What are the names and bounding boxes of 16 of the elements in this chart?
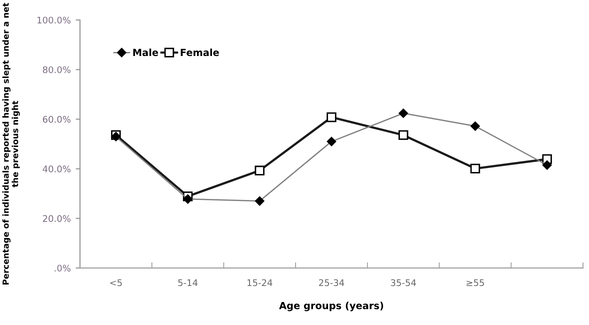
x-tick-label: 25-34 <box>319 279 344 286</box>
legend-label: Male <box>133 48 158 56</box>
y-tick-label: 40.0% <box>42 166 70 172</box>
x-axis-title: Age groups (years) <box>279 302 384 312</box>
x-tick-label: <5 <box>110 279 122 286</box>
y-tick-label: 20.0% <box>42 215 70 222</box>
x-tick-label: 5-14 <box>178 279 198 286</box>
y-tick-label: .0% <box>54 264 70 272</box>
y-axis-title: Percentage of individuals reported having slept under a net the previous night <box>2 2 20 284</box>
legend-label: Female <box>180 48 219 56</box>
x-tick-label: 15-24 <box>248 279 272 286</box>
x-tick-label: 35-54 <box>390 279 416 286</box>
x-tick-label: ≥55 <box>466 279 484 286</box>
y-tick-label: 80.0% <box>42 66 70 74</box>
y-tick-label: 60.0% <box>42 116 70 123</box>
y-tick-label: 100.0% <box>38 16 70 24</box>
